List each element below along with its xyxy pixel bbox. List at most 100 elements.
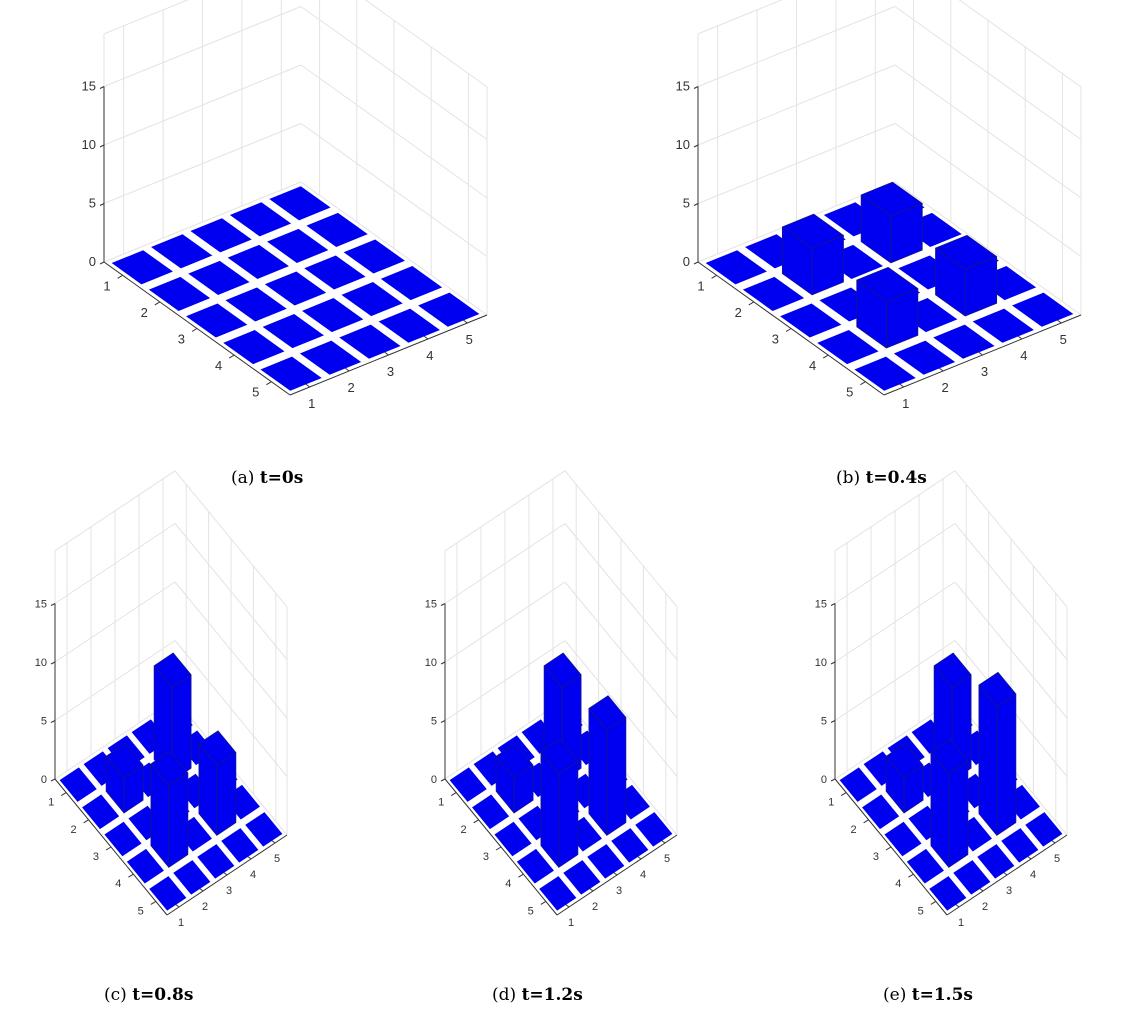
z-tick-label: 0: [89, 254, 96, 269]
bar-tile: [197, 844, 235, 879]
axes: [50, 603, 288, 916]
z-tick-label: 10: [82, 137, 96, 152]
caption-b-time: t=0.4s: [865, 468, 927, 488]
grid-lines: [54, 470, 288, 836]
bar-tile: [817, 330, 879, 365]
bar-tile: [223, 330, 285, 365]
row-tick-label: 3: [483, 851, 489, 863]
subplot-b: 0 5 10 15 1 2 3 4 5 1 2 3 4 5 (b) t=0.4s: [594, 0, 1146, 500]
z-tick-label: 0: [431, 774, 437, 786]
bar-tile: [494, 821, 532, 857]
bar-tile: [635, 812, 673, 847]
bar-tile: [225, 287, 287, 322]
z-tick-label: 0: [683, 254, 690, 269]
z-tick-label: 10: [815, 657, 827, 669]
caption-a: (a) t=0s: [231, 468, 303, 488]
bar-tile: [884, 821, 922, 857]
bar-tile: [186, 303, 248, 338]
bar-tile: [472, 794, 510, 830]
row-tick-label: 2: [735, 305, 742, 320]
row-tick-label: 2: [70, 824, 76, 836]
z-tick-label: 5: [431, 716, 437, 728]
axes: [99, 86, 488, 396]
z-tick-label: 15: [815, 599, 827, 611]
bar-tile: [302, 298, 364, 333]
caption-d-prefix: (d): [492, 985, 517, 1005]
row-tick-label: 2: [141, 305, 148, 320]
row-tick-label: 1: [103, 278, 110, 293]
row-tick-label: 1: [438, 797, 444, 809]
bar-tile: [260, 356, 322, 391]
bar-tile: [1025, 812, 1063, 847]
bar-tile: [221, 828, 259, 863]
caption-b: (b) t=0.4s: [836, 468, 927, 488]
col-tick-label: 4: [1020, 348, 1027, 363]
col-tick-label: 2: [982, 901, 988, 913]
bar-tile: [299, 340, 362, 375]
bar-tile: [104, 821, 142, 857]
col-tick-label: 4: [250, 869, 256, 881]
row-tick-label: 5: [138, 905, 144, 917]
col-tick-label: 5: [274, 853, 280, 865]
z-tick-label: 10: [676, 137, 690, 152]
bar-tile: [343, 239, 405, 274]
row-tick-label: 4: [809, 358, 816, 373]
bar-tile: [742, 276, 805, 311]
col-tick-label: 1: [308, 396, 315, 411]
grid-lines: [697, 0, 1082, 316]
bar-tile: [516, 848, 554, 884]
col-tick-label: 2: [592, 901, 598, 913]
row-tick-label: 3: [873, 851, 879, 863]
row-tick-label: 4: [215, 358, 222, 373]
col-tick-label: 3: [387, 364, 394, 379]
bar-tile: [418, 292, 480, 327]
col-tick-label: 2: [347, 380, 354, 395]
row-tick-label: 1: [48, 797, 54, 809]
z-tick-label: 5: [41, 716, 47, 728]
bar-tile: [173, 860, 211, 895]
bar-tile: [378, 308, 440, 343]
col-tick-label: 5: [1054, 853, 1060, 865]
col-tick-label: 2: [202, 901, 208, 913]
bar-tile: [380, 266, 443, 301]
bars: [839, 652, 1063, 911]
axes: [693, 86, 1082, 396]
bar-tile: [227, 244, 289, 279]
bar-tile: [151, 234, 213, 269]
bar-tile: [304, 255, 366, 290]
z-tick-label: 10: [425, 657, 437, 669]
bar-tile: [1001, 828, 1039, 863]
bar-tile: [611, 828, 649, 863]
bar-tile: [933, 324, 995, 359]
bar-tile: [780, 303, 842, 338]
caption-c-time: t=0.8s: [132, 985, 194, 1005]
bar-tile: [190, 218, 252, 253]
z-tick-label: 15: [35, 599, 47, 611]
bar-tile: [262, 314, 324, 349]
row-tick-label: 5: [846, 385, 853, 400]
bar-tile: [893, 340, 956, 375]
bar-tile: [245, 812, 283, 847]
caption-c-prefix: (c): [104, 985, 127, 1005]
bar-tile: [149, 876, 187, 911]
col-tick-label: 4: [640, 869, 646, 881]
z-tick-label: 10: [35, 657, 47, 669]
caption-b-prefix: (b): [836, 468, 861, 488]
col-tick-label: 1: [178, 917, 184, 929]
bar-tile: [306, 212, 368, 247]
col-tick-label: 3: [1006, 885, 1012, 897]
row-tick-label: 4: [895, 878, 901, 890]
bar3-chart-d: 0 5 10 15 1 2 3 4 5 1 2 3 4 5: [425, 470, 678, 929]
row-tick-label: 5: [918, 905, 924, 917]
subplot-a: 0 5 10 15 1 2 3 4 5 1 2 3 4 5 (a) t=0s: [0, 0, 560, 500]
bar3-chart-a: 0 5 10 15 1 2 3 4 5 1 2 3 4 5: [82, 0, 488, 411]
bar-tile: [539, 876, 577, 911]
caption-d: (d) t=1.2s: [492, 985, 583, 1005]
bar-tile: [587, 844, 625, 879]
row-tick-label: 1: [828, 797, 834, 809]
bar-tile: [1012, 292, 1074, 327]
bar-tile: [563, 860, 601, 895]
bar-tile: [449, 767, 487, 802]
subplot-e: 0 5 10 15 1 2 3 4 5 1 2 3 4 5 (e) t=1.5s: [780, 470, 1146, 1032]
col-tick-label: 4: [426, 348, 433, 363]
